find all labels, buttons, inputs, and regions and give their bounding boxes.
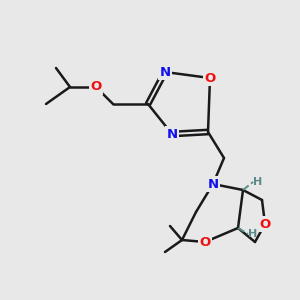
Text: O: O xyxy=(204,71,216,85)
Text: H: H xyxy=(253,177,262,187)
Text: H: H xyxy=(248,229,257,239)
Text: N: N xyxy=(207,178,219,190)
Text: O: O xyxy=(200,236,211,248)
Text: N: N xyxy=(167,128,178,140)
Text: O: O xyxy=(260,218,271,230)
Text: N: N xyxy=(159,65,171,79)
Text: O: O xyxy=(90,80,102,94)
